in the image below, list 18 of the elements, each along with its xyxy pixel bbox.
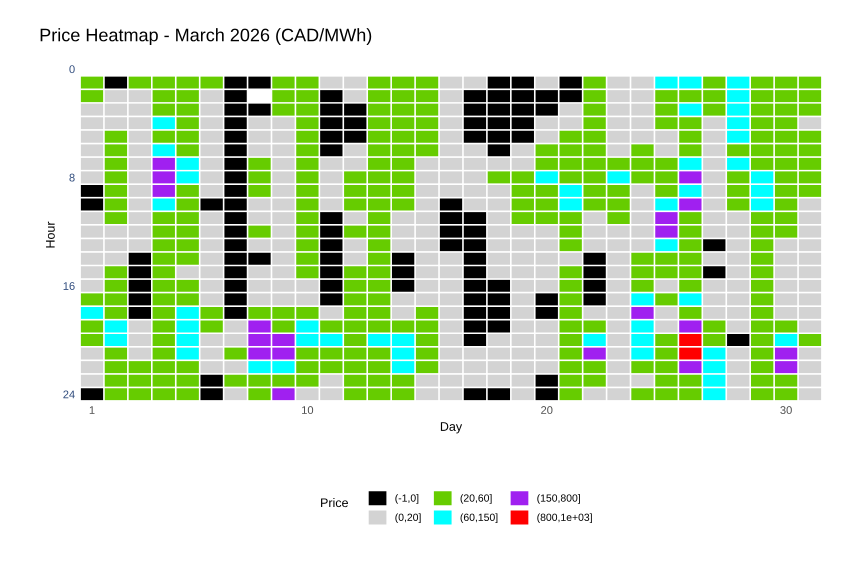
legend-label: (60,150] bbox=[460, 513, 498, 524]
legend-label: (150,800] bbox=[537, 494, 580, 504]
legend-label: (800,1e+03] bbox=[537, 513, 592, 524]
y-tick-label: 0 bbox=[69, 65, 75, 74]
x-tick-label: 10 bbox=[302, 406, 314, 414]
legend-label: (0,20] bbox=[395, 513, 421, 524]
x-tick-label: 1 bbox=[90, 406, 95, 414]
x-axis-title: Day bbox=[440, 422, 462, 434]
y-tick-label: 8 bbox=[69, 174, 75, 182]
x-tick-label: 30 bbox=[780, 406, 792, 414]
legend-label: (20,60] bbox=[460, 494, 492, 504]
y-axis-title: Hour bbox=[46, 222, 55, 248]
x-tick-label: 20 bbox=[541, 406, 552, 414]
chart-title: Price Heatmap - March 2026 (CAD/MWh) bbox=[40, 28, 372, 45]
legend-label: (-1,0] bbox=[395, 494, 418, 504]
y-tick-label: 24 bbox=[63, 390, 75, 398]
legend-title: Price bbox=[321, 498, 348, 508]
y-tick-label: 16 bbox=[64, 282, 75, 290]
